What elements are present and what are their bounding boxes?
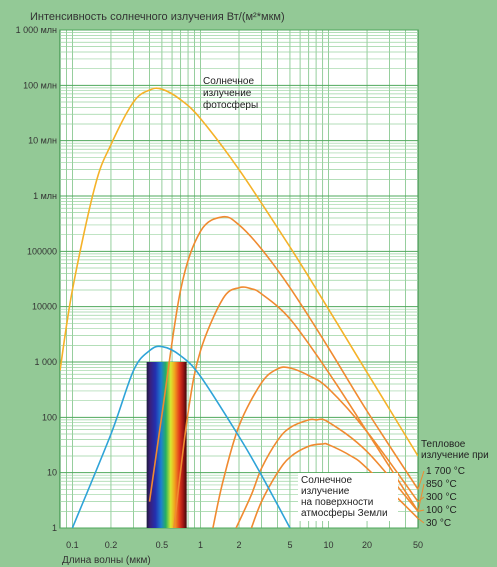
annotation-photosphere-line: излучение — [203, 88, 252, 99]
temperature-label: 30 °C — [426, 518, 451, 529]
y-tick-label: 10000 — [32, 302, 57, 312]
x-tick-label: 0.5 — [156, 540, 169, 550]
tick-labels: 1 000 млн 100 млн 10 млн 1 млн 100000 10000 1 … — [16, 25, 423, 550]
series-line-thermal-3 — [212, 366, 418, 528]
temperature-label: 1 700 °C — [426, 466, 465, 477]
series-line-thermal-1 — [148, 215, 418, 502]
annotation-photosphere-line: Солнечное — [203, 76, 254, 87]
temperature-leader-line — [417, 483, 425, 512]
y-tick-label: 10 — [47, 468, 57, 478]
temperature-label: 850 °C — [426, 479, 457, 490]
x-axis-label: Длина волны (мкм) — [62, 555, 151, 566]
annotation-earth-line: Солнечное — [301, 475, 352, 486]
y-tick-label: 1 млн — [33, 191, 57, 201]
annotation-earth-line: на поверхности — [301, 497, 373, 508]
annotation-thermal-line: излучение при — [421, 450, 489, 461]
temperature-leader-line — [417, 470, 425, 490]
temperature-leader-line — [417, 496, 425, 502]
x-tick-label: 0.1 — [66, 540, 79, 550]
y-tick-label: 100000 — [27, 246, 57, 256]
temperature-leader-line — [417, 517, 425, 524]
x-tick-label: 10 — [323, 540, 333, 550]
x-tick-label: 50 — [413, 540, 423, 550]
annotation-background — [298, 473, 398, 521]
temperature-label: 100 °C — [426, 505, 457, 516]
annotations: СолнечноеизлучениефотосферыСолнечноеизлу… — [203, 76, 489, 529]
y-tick-label: 1 — [52, 523, 57, 533]
x-tick-label: 5 — [287, 540, 292, 550]
y-tick-label: 100 — [42, 412, 57, 422]
y-tick-label: 100 млн — [23, 80, 57, 90]
temperature-leader-line — [417, 509, 425, 512]
temperature-label: 300 °C — [426, 492, 457, 503]
series-line-thermal-2 — [173, 286, 418, 528]
x-tick-label: 1 — [198, 540, 203, 550]
series-line-earth-surface — [71, 345, 291, 528]
annotation-earth-line: атмосферы Земли — [301, 507, 388, 519]
visible-spectrum-band-layer — [146, 362, 187, 528]
series-line-thermal-4 — [235, 418, 418, 528]
x-tick-label: 2 — [236, 540, 241, 550]
visible-spectrum-band — [146, 362, 187, 528]
y-tick-label: 1 000 млн — [16, 25, 57, 35]
annotation-photosphere-line: фотосферы — [203, 99, 258, 111]
series-line-photosphere — [60, 87, 418, 457]
series-layer — [60, 87, 418, 528]
x-tick-label: 0.2 — [105, 540, 118, 550]
annotation-thermal-line: Тепловое — [421, 439, 466, 450]
y-tick-label: 10 млн — [28, 136, 57, 146]
x-tick-label: 20 — [362, 540, 372, 550]
annotation-earth-line: излучение — [301, 486, 350, 497]
chart-title: Интенсивность солнечного излучения Вт/(м… — [30, 11, 285, 23]
y-tick-label: 1 000 — [34, 357, 57, 367]
series-line-thermal-5 — [250, 442, 418, 528]
